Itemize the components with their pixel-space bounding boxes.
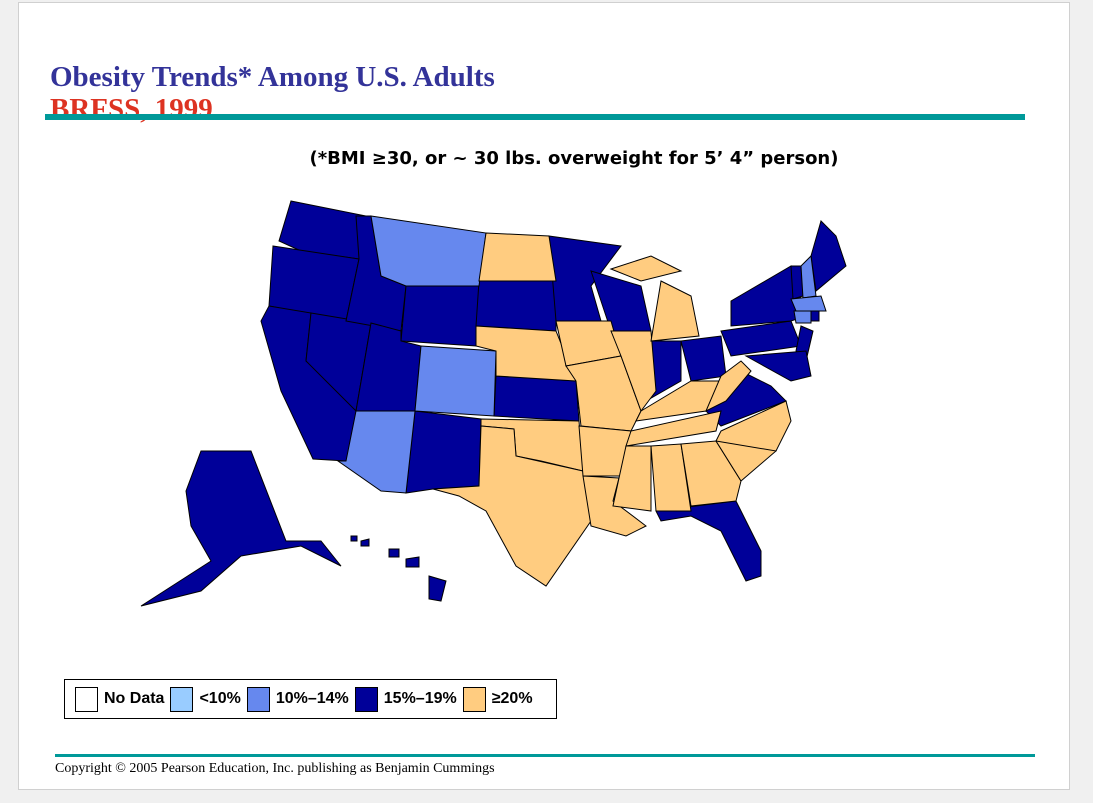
state-md [744, 350, 812, 382]
copyright: Copyright © 2005 Pearson Education, Inc.… [55, 761, 495, 776]
state-tx [432, 425, 592, 587]
state-hi-part1 [360, 538, 370, 547]
legend-label-lt10: <10% [199, 690, 241, 707]
state-hi-part3 [405, 556, 420, 568]
state-nc [715, 400, 792, 452]
bmi-note: (*BMI ≥30, or ~ 30 lbs. overweight for 5… [309, 148, 839, 169]
state-fl [655, 500, 762, 582]
state-al [650, 443, 692, 512]
state-il [610, 330, 657, 413]
legend-swatch-none [75, 686, 98, 712]
state-tn [625, 410, 722, 447]
legend-swatch-10-14 [246, 686, 270, 712]
legend-swatch-15-19 [354, 686, 378, 712]
slide-title: Obesity Trends* Among U.S. Adults [50, 61, 495, 93]
state-wv [705, 360, 752, 413]
footer-divider [55, 754, 1035, 757]
state-nm [405, 410, 482, 494]
legend-label-none: No Data [104, 690, 165, 707]
state-ms [612, 445, 652, 512]
legend-swatch-lt10 [170, 686, 194, 712]
legend-label-ge20: ≥20% [491, 690, 533, 707]
legend-swatch-ge20 [462, 686, 486, 712]
state-wy [400, 285, 480, 347]
state-co [414, 345, 497, 417]
title-divider [45, 114, 1025, 120]
state-az [336, 410, 416, 494]
legend-label-10-14: 10%–14% [275, 690, 349, 707]
legend: No Data <10% 10%–14% 15%–19% ≥20% [64, 679, 557, 719]
state-mt [370, 215, 487, 287]
state-hi [350, 535, 358, 542]
state-ak [140, 450, 342, 607]
state-hi-part2 [388, 548, 400, 558]
slide: Obesity Trends* Among U.S. Adults BRFSS,… [18, 2, 1070, 790]
state-nd [478, 232, 557, 282]
state-oh [680, 335, 727, 382]
state-ri [810, 310, 820, 322]
state-mi-part1 [609, 255, 683, 282]
state-ma [790, 295, 827, 312]
state-mn [548, 235, 622, 322]
legend-label-15-19: 15%–19% [383, 690, 457, 707]
state-ks [493, 375, 580, 422]
state-sd [475, 280, 557, 332]
state-hi-part4 [428, 575, 447, 602]
state-ne [475, 325, 577, 382]
state-me [810, 220, 847, 292]
state-ct [793, 310, 812, 324]
state-mi [650, 280, 700, 342]
